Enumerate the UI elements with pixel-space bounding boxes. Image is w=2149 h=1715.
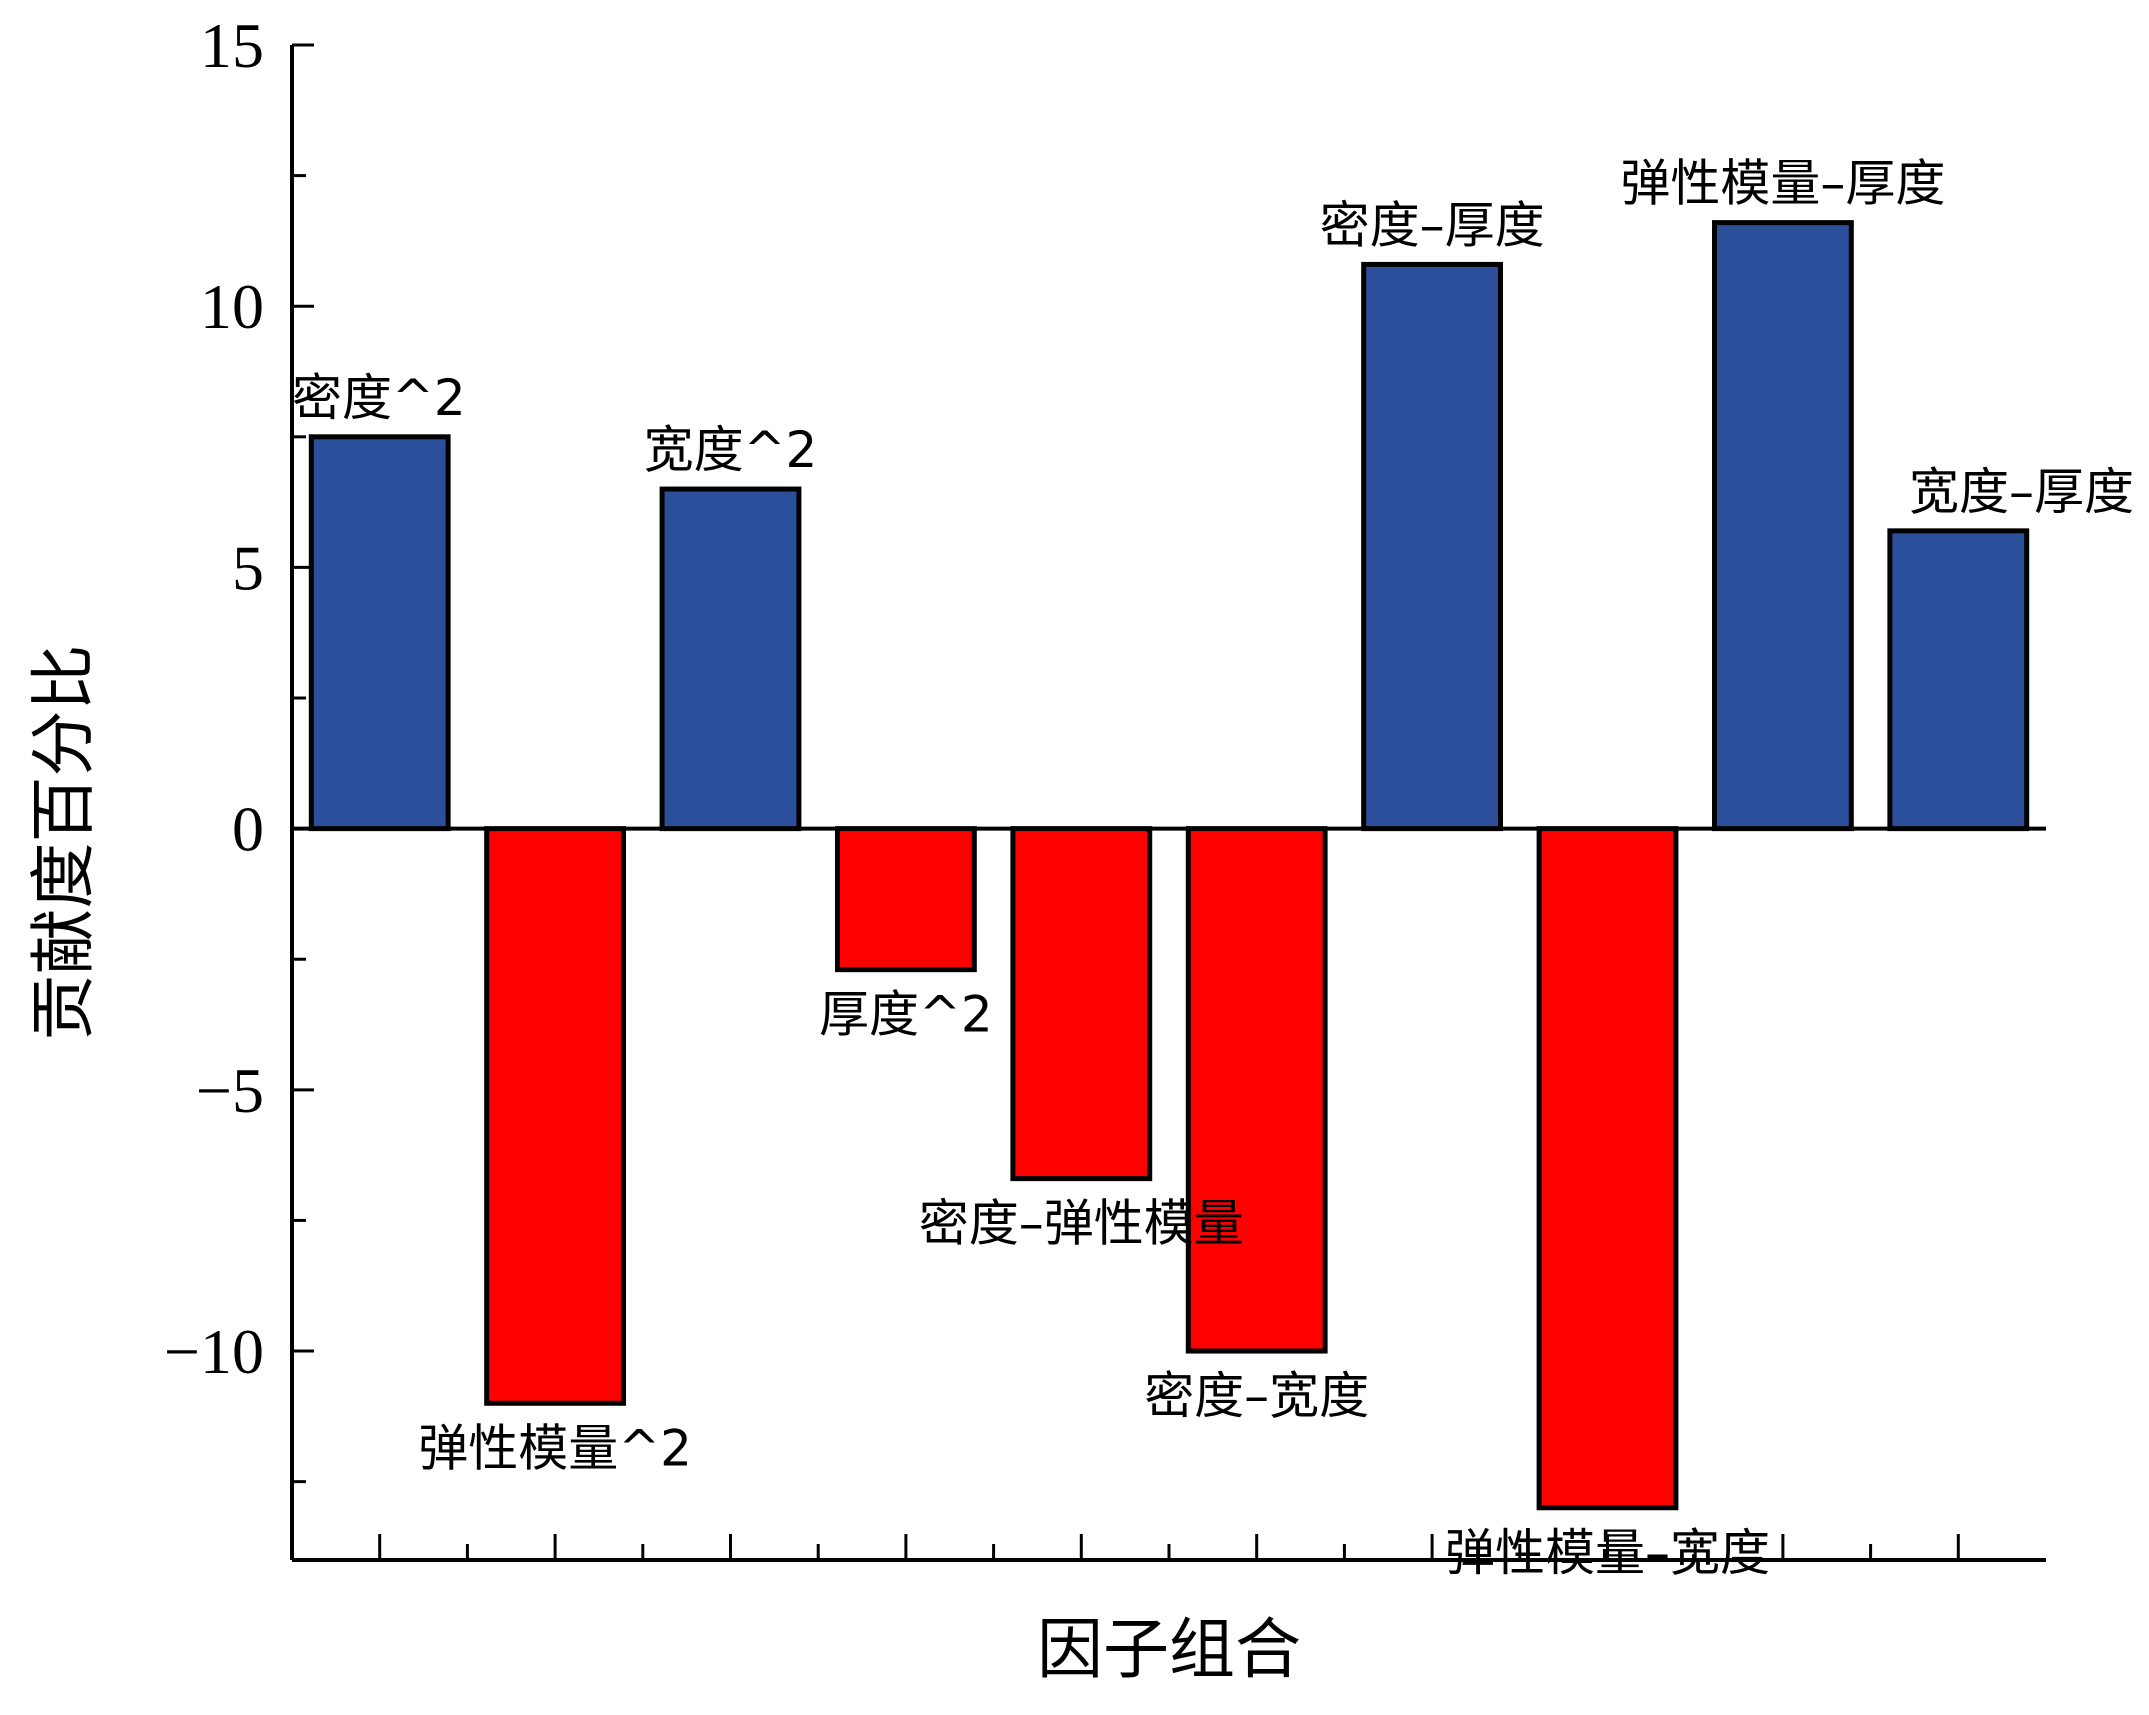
bar-data-label: 宽度–厚度 bbox=[1909, 463, 2134, 521]
bar-data-label: 宽度^2 bbox=[644, 421, 818, 479]
y-tick-label: −5 bbox=[196, 1055, 264, 1126]
bar bbox=[1887, 528, 2030, 832]
y-tick-label: −10 bbox=[164, 1316, 264, 1387]
bar bbox=[1010, 826, 1153, 1182]
y-axis-ticks: 15 10 5 0 −5 −10 bbox=[164, 10, 314, 1484]
bar-data-label: 厚度^2 bbox=[819, 986, 993, 1044]
y-axis-title: 贡献度百分比 bbox=[25, 645, 102, 1041]
bar bbox=[308, 434, 451, 832]
bar bbox=[1711, 220, 1854, 832]
bar bbox=[1185, 826, 1328, 1354]
bar-labels: 密度^2弹性模量^2宽度^2厚度^2密度–弹性模量密度–宽度密度–厚度弹性模量–… bbox=[292, 155, 2134, 1582]
bar bbox=[484, 826, 627, 1406]
bar bbox=[834, 826, 977, 973]
bar bbox=[659, 486, 802, 832]
bar-data-label: 弹性模量–宽度 bbox=[1445, 1524, 1770, 1582]
bar-data-label: 弹性模量^2 bbox=[418, 1419, 692, 1477]
y-tick-label: 0 bbox=[232, 794, 264, 865]
bar-data-label: 密度–宽度 bbox=[1144, 1367, 1369, 1425]
bar-data-label: 弹性模量–厚度 bbox=[1620, 155, 1945, 213]
x-axis-ticks bbox=[378, 1534, 1960, 1560]
y-tick-label: 10 bbox=[200, 271, 264, 342]
bar-data-label: 密度–厚度 bbox=[1320, 196, 1545, 254]
bar bbox=[1361, 261, 1504, 832]
bar-data-label: 密度–弹性模量 bbox=[919, 1195, 1244, 1253]
bar-data-label: 密度^2 bbox=[292, 369, 466, 427]
bar-series bbox=[308, 220, 2030, 1511]
y-tick-label: 5 bbox=[232, 532, 264, 603]
bar bbox=[1536, 826, 1679, 1511]
y-tick-label: 15 bbox=[200, 10, 264, 81]
x-axis-title: 因子组合 bbox=[1037, 1611, 1301, 1688]
